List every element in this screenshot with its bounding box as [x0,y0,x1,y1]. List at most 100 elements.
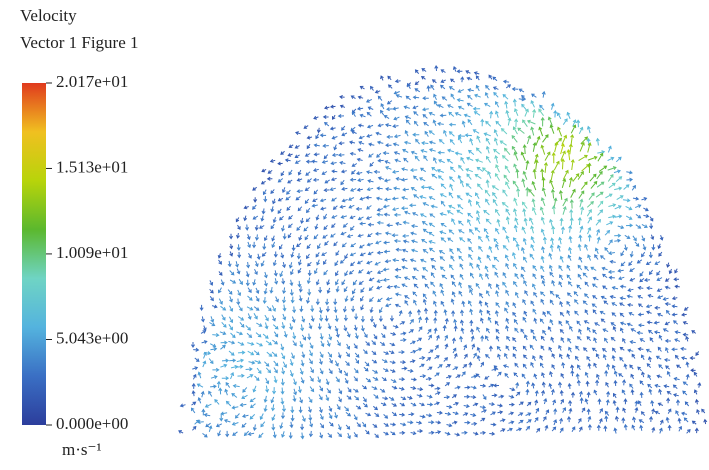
vector-arrow [326,306,329,311]
vector-arrow [541,218,544,225]
vector-arrow [631,329,636,332]
vector-arrow [530,254,534,259]
vector-arrow [579,392,582,397]
vector-arrow [464,421,469,424]
vector-arrow [486,336,489,341]
vector-arrow [382,397,387,400]
vector-arrow [522,374,525,378]
vector-arrow [503,227,506,233]
vector-arrow [358,107,363,110]
vector-arrow [659,428,662,433]
vector-arrow [505,148,510,154]
vector-arrow [474,107,481,110]
vector-arrow [496,102,499,107]
vector-arrow [360,136,365,139]
vector-arrow [466,184,471,189]
vector-arrow [237,359,243,362]
colorbar-tick-label: 1.009e+01 [56,243,128,262]
vector-arrow [496,329,499,333]
vector-arrow [403,188,409,191]
vector-arrow [594,338,597,343]
vector-arrow [372,351,376,354]
vector-arrow [364,332,367,337]
vector-arrow [543,237,546,244]
vector-arrow [514,225,517,232]
vector-arrow [569,282,573,286]
vector-arrow [306,218,310,222]
vector-arrow [424,123,429,126]
vector-arrow [506,326,509,331]
vector-arrow [343,306,346,311]
vector-arrow [265,323,268,329]
vector-arrow [640,272,643,276]
vector-arrow [228,341,234,344]
vector-arrow [452,311,455,316]
vector-arrow [591,182,597,189]
vector-arrow [619,277,624,280]
vector-arrow [459,256,463,261]
vector-arrow [667,398,670,403]
vector-arrow [554,420,557,425]
vector-arrow [487,157,491,163]
vector-arrow [290,280,293,286]
vector-arrow [462,372,465,376]
chart-subtitle: Vector 1 Figure 1 [20,33,139,52]
vector-arrow [377,279,383,282]
vector-arrow [250,398,255,402]
vector-arrow [655,384,660,387]
vector-arrow [585,282,588,286]
vector-arrow [378,96,382,100]
vector-arrow [513,88,519,91]
vector-arrow [228,261,231,267]
vector-arrow [297,178,302,181]
vector-arrow [361,305,364,310]
vector-arrow [647,364,650,368]
vector-arrow [655,331,660,334]
vector-arrow [264,280,267,286]
colorbar-tick-label: 5.043e+00 [56,328,128,347]
vector-arrow [430,197,436,200]
vector-arrow [504,365,509,368]
vector-arrow [476,284,479,289]
vector-arrow [506,209,510,215]
vector-arrow [283,297,286,303]
vector-arrow [560,219,563,226]
vector-arrow [384,432,389,435]
vector-arrow [354,325,357,330]
vector-arrow [280,216,284,220]
vector-arrow [650,217,653,221]
vector-arrow [543,331,546,335]
vector-arrow [446,405,451,408]
vector-arrow [679,427,682,432]
vector-arrow [469,247,473,252]
vector-arrow [439,160,445,163]
vector-arrow [588,217,592,223]
vector-arrow [354,396,358,400]
vector-arrow [483,395,486,400]
vector-arrow [421,168,426,171]
vector-arrow [451,94,454,99]
vector-arrow [606,222,612,225]
vector-arrow [609,276,615,279]
vector-arrow [531,330,534,335]
vector-arrow [572,427,575,432]
vector-arrow [209,391,212,396]
vector-arrow [659,252,662,256]
vector-arrow [411,232,417,235]
vector-arrow [400,322,405,325]
vector-arrow [678,419,681,424]
vector-arrow [429,350,433,353]
vector-arrow [638,260,642,263]
vector-arrow [387,297,393,300]
vector-arrow [595,255,598,260]
vector-arrow [337,340,340,345]
vector-arrow [322,253,327,256]
vector-arrow [621,262,625,266]
vector-arrow [255,269,258,274]
vector-arrow [350,141,355,144]
vector-arrow [388,76,391,80]
vector-arrow [367,134,372,137]
vector-arrow [261,422,265,427]
vector-arrow [215,400,219,405]
vector-arrow [484,133,491,136]
